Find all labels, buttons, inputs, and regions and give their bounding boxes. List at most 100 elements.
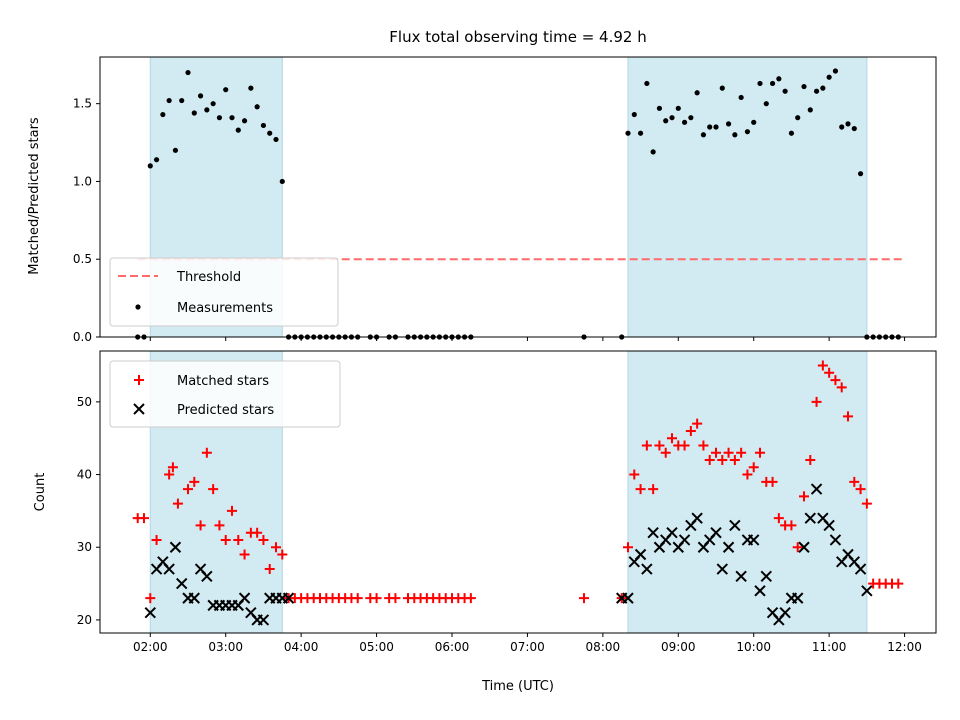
measurement-point [788,130,795,136]
matched-star-point [641,440,652,451]
y-tick-label: 0.0 [73,330,92,344]
predicted-star-point [634,548,647,561]
measurement-point [191,110,197,116]
legend-measurement-swatch [135,304,141,310]
predicted-star-point [169,541,182,553]
predicted-star-point [188,592,200,604]
matched-star-point [277,549,288,560]
matched-star-point [164,469,175,480]
matched-star-point [736,447,747,458]
observing-window-band [627,56,868,338]
x-tick-label: 03:00 [208,640,243,654]
predicted-star-point [861,585,873,597]
legend-matched-label: Matched stars [177,374,269,389]
matched-star-point [748,462,759,473]
plot-frame [99,56,937,338]
measurement-point [235,127,241,133]
matched-star-point [729,455,740,466]
measurement-point [738,94,744,101]
matched-star-point [465,593,476,604]
measurement-point [210,101,216,107]
measurement-point [807,107,813,113]
matched-star-point [208,484,219,495]
matched-star-point [836,382,847,393]
measurement-point [713,124,719,130]
measurement-point [845,121,851,127]
bottom-y-axis-label: Count [33,473,48,512]
y-tick-label: 1.0 [73,174,92,188]
predicted-star-point [792,592,804,604]
y-tick-label: 20 [77,613,92,627]
measurement-point [700,132,707,138]
measurement-point [839,124,845,130]
measurement-point [688,115,694,121]
y-tick-label: 0.5 [73,252,92,266]
x-tick-label: 06:00 [435,640,470,654]
chart-title: Flux total observing time = 4.92 h [389,28,646,46]
measurement-point [751,119,757,125]
matched-star-point [799,491,809,502]
measurement-point [172,147,179,153]
y-tick-label: 30 [77,540,92,554]
x-axis-label: Time (UTC) [481,679,554,694]
matched-star-point [145,593,156,604]
measurement-point [826,74,832,80]
measurement-point [229,115,235,121]
bottom-legend-box [109,360,341,428]
measurement-point [795,115,801,121]
x-tick-label: 02:00 [133,640,168,654]
matched-star-point [679,440,690,451]
predicted-star-point [201,570,213,583]
predicted-star-point [647,526,659,539]
matched-star-point [855,484,866,495]
matched-star-point [893,578,904,589]
predicted-star-point [823,519,835,532]
measurement-point [694,90,700,96]
predicted-star-point [779,606,791,619]
predicted-star-point [163,563,175,575]
measurement-point [147,163,153,169]
predicted-star-point [710,526,722,539]
matched-star-point [811,396,822,407]
measurement-point [769,80,776,87]
measurement-point [179,97,185,104]
matched-star-point [151,534,162,545]
measurement-point [241,118,248,124]
measurement-point [681,119,688,125]
measurement-point [185,69,191,76]
predicted-star-point [735,570,747,583]
measurement-point [631,111,637,118]
matched-star-point [773,513,784,524]
matched-star-point [167,462,178,473]
matched-star-point [698,440,709,451]
predicted-star-point [641,563,653,575]
measurement-point [763,101,769,107]
matched-star-point [139,513,149,524]
matched-star-point [711,447,721,458]
measurement-point [782,88,788,94]
top-legend-box [109,257,339,327]
measurement-point [216,115,223,121]
matched-star-point [843,411,853,422]
matched-star-point [861,498,872,509]
predicted-star-point [854,563,867,575]
matched-star-point [717,455,728,466]
predicted-star-point [754,585,766,597]
matched-star-point [635,484,646,495]
matched-star-point [824,367,835,378]
matched-star-point [352,593,363,604]
measurement-point [166,97,172,104]
top-y-axis-label: Matched/Predicted stars [27,117,42,275]
x-tick-label: 04:00 [284,640,319,654]
measurement-point [851,125,857,132]
bottom-panel: 20 30 40 50 02:00 03:00 04:00 05:00 06:00 07:00 08… [77,350,937,654]
matched-star-point [623,542,633,553]
predicted-star-point [804,512,816,524]
predicted-star-point [176,577,188,590]
matched-star-point [271,542,281,553]
x-tick-label: 11:00 [812,640,847,654]
measurement-point [776,76,782,82]
measurement-point [725,121,732,127]
matched-star-point [660,447,671,458]
